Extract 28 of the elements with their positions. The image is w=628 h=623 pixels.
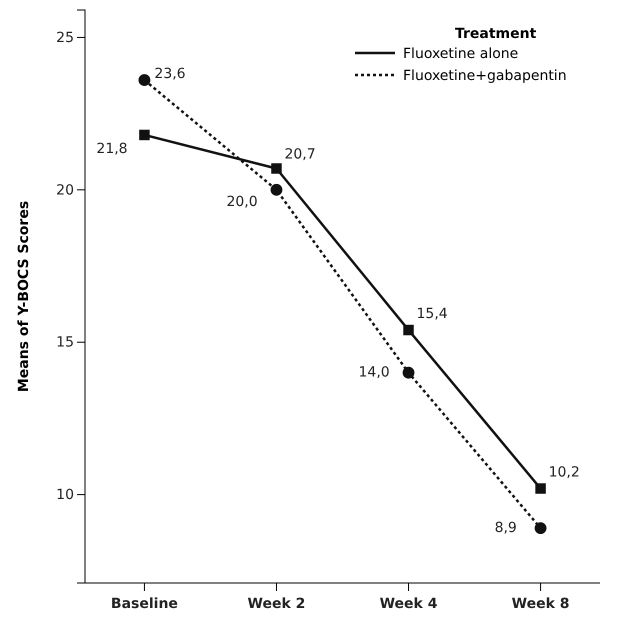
point [403, 324, 414, 336]
x-tick-label: Week 8 [512, 596, 570, 612]
legend-label: Fluoxetine alone [403, 46, 518, 62]
y-axis-title: Means of Y-BOCS Scores [16, 200, 32, 392]
data-label: 20,7 [284, 146, 316, 162]
y-tick-label: 15 [56, 334, 74, 351]
x-tick-label: Week 2 [248, 596, 306, 612]
point [535, 483, 546, 494]
legend-title: Treatment [455, 26, 537, 42]
data-label: 8,9 [494, 520, 517, 536]
point [139, 130, 150, 140]
data-label: 15,4 [416, 306, 448, 322]
y-tick-label: 20 [56, 182, 74, 198]
data-label: 10,2 [548, 464, 580, 481]
point [534, 522, 546, 534]
data-label: 20,0 [226, 194, 258, 210]
data-label: 14,0 [358, 364, 390, 381]
point [402, 366, 414, 379]
y-tick-label: 10 [56, 487, 74, 504]
y-tick-label: 25 [56, 30, 74, 46]
point [271, 163, 282, 174]
point [138, 74, 150, 86]
legend-label: Fluoxetine+gabapentin [403, 68, 567, 84]
data-label: 23,6 [154, 66, 186, 82]
point [270, 184, 282, 196]
data-label: 21,8 [96, 140, 128, 157]
x-tick-label: Baseline [110, 596, 178, 612]
x-tick-label: Week 4 [380, 596, 438, 612]
